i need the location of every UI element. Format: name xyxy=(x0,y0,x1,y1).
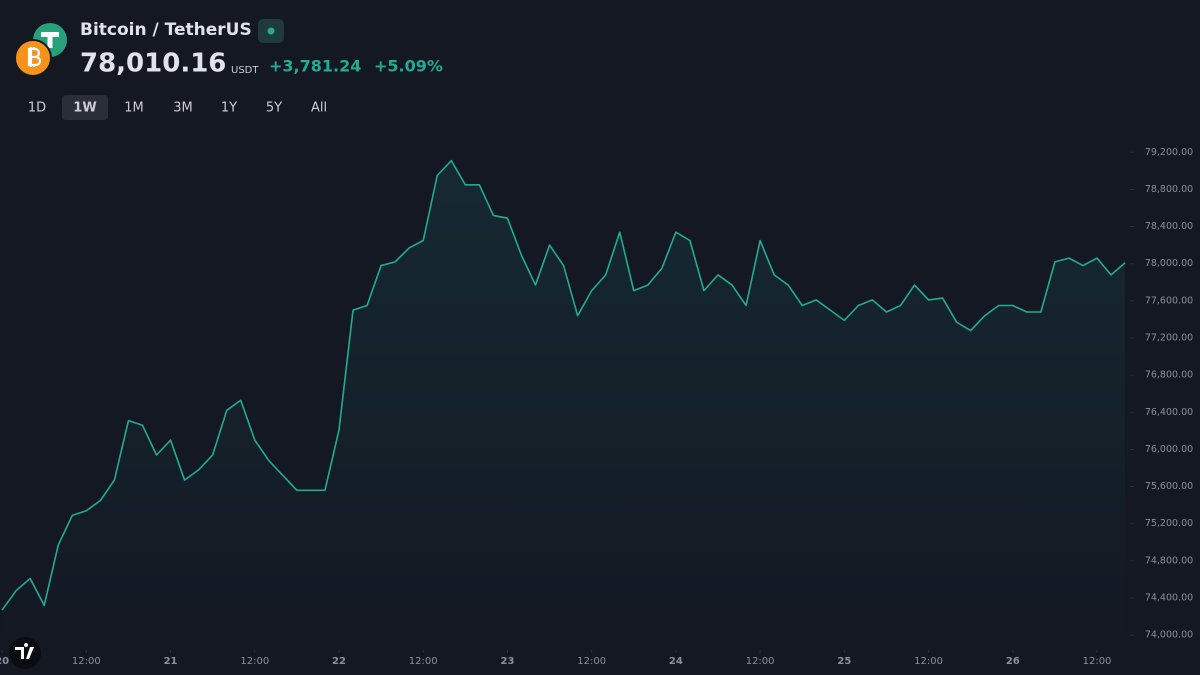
price-line xyxy=(1,159,1126,611)
plot-area: 74,000.00 74,400.00 74,800.00 75,200.00 75,6… xyxy=(0,147,1193,667)
range-button[interactable]: 3M xyxy=(173,101,193,116)
x-tick-label: 12:00 xyxy=(746,656,775,667)
area xyxy=(2,160,1126,650)
range-button[interactable]: 5Y xyxy=(266,101,282,116)
y-tick-label: 79,200.00 xyxy=(1145,147,1193,158)
bitcoin-glyph xyxy=(27,47,42,67)
y-tick-label: 76,800.00 xyxy=(1145,370,1193,381)
x-tick-label: 25 xyxy=(837,656,851,667)
x-tick-label: 20 xyxy=(0,656,9,667)
y-tick-label: 74,000.00 xyxy=(1145,630,1193,641)
x-tick-label: 12:00 xyxy=(240,656,269,667)
logo xyxy=(9,637,41,669)
range-button[interactable]: All xyxy=(311,101,327,116)
y-tick-label: 76,400.00 xyxy=(1145,407,1193,418)
x-tick-label: 24 xyxy=(669,656,683,667)
x-tick-label: 12:00 xyxy=(577,656,606,667)
tether-glyph xyxy=(41,32,59,48)
pair-title: Bitcoin / TetherUS xyxy=(80,20,252,40)
currency: USDT xyxy=(231,65,259,76)
range-button[interactable]: 1Y xyxy=(221,101,237,116)
y-tick-label: 77,200.00 xyxy=(1145,333,1193,344)
y-tick-label: 78,800.00 xyxy=(1145,184,1193,195)
logo-glyph xyxy=(15,643,34,659)
x-tick-label: 12:00 xyxy=(72,656,101,667)
range-button[interactable]: 1D xyxy=(28,101,46,116)
y-tick-label: 77,600.00 xyxy=(1145,295,1193,306)
range-selector: 1D 1W 1M 3M 1Y 5Y All xyxy=(28,95,327,120)
y-tick-label: 74,400.00 xyxy=(1145,593,1193,604)
percent-change: +5.09% xyxy=(374,57,443,76)
x-tick-label: 23 xyxy=(500,656,514,667)
y-tick-label: 75,600.00 xyxy=(1145,481,1193,492)
y-tick-label: 78,400.00 xyxy=(1145,221,1193,232)
y-tick-label: 76,000.00 xyxy=(1145,444,1193,455)
y-tick-label: 78,000.00 xyxy=(1145,258,1193,269)
x-tick-label: 12:00 xyxy=(914,656,943,667)
range-button[interactable]: 1M xyxy=(124,101,144,116)
status-dot xyxy=(267,27,275,35)
price-change: +3,781.24 xyxy=(269,57,361,76)
y-tick-label: 74,800.00 xyxy=(1145,555,1193,566)
y-tick-label: 75,200.00 xyxy=(1145,518,1193,529)
x-tick-label: 12:00 xyxy=(1083,656,1112,667)
x-tick-label: 12:00 xyxy=(409,656,438,667)
range-button-active[interactable] xyxy=(62,95,108,120)
x-tick-label: 21 xyxy=(164,656,178,667)
pair-icons xyxy=(14,23,67,77)
logo-bg xyxy=(9,637,41,669)
last-price: 78,010.16 xyxy=(80,49,226,79)
range-button[interactable]: 1W xyxy=(73,101,96,116)
x-tick-label: 26 xyxy=(1006,656,1020,667)
x-tick-label: 22 xyxy=(332,656,346,667)
